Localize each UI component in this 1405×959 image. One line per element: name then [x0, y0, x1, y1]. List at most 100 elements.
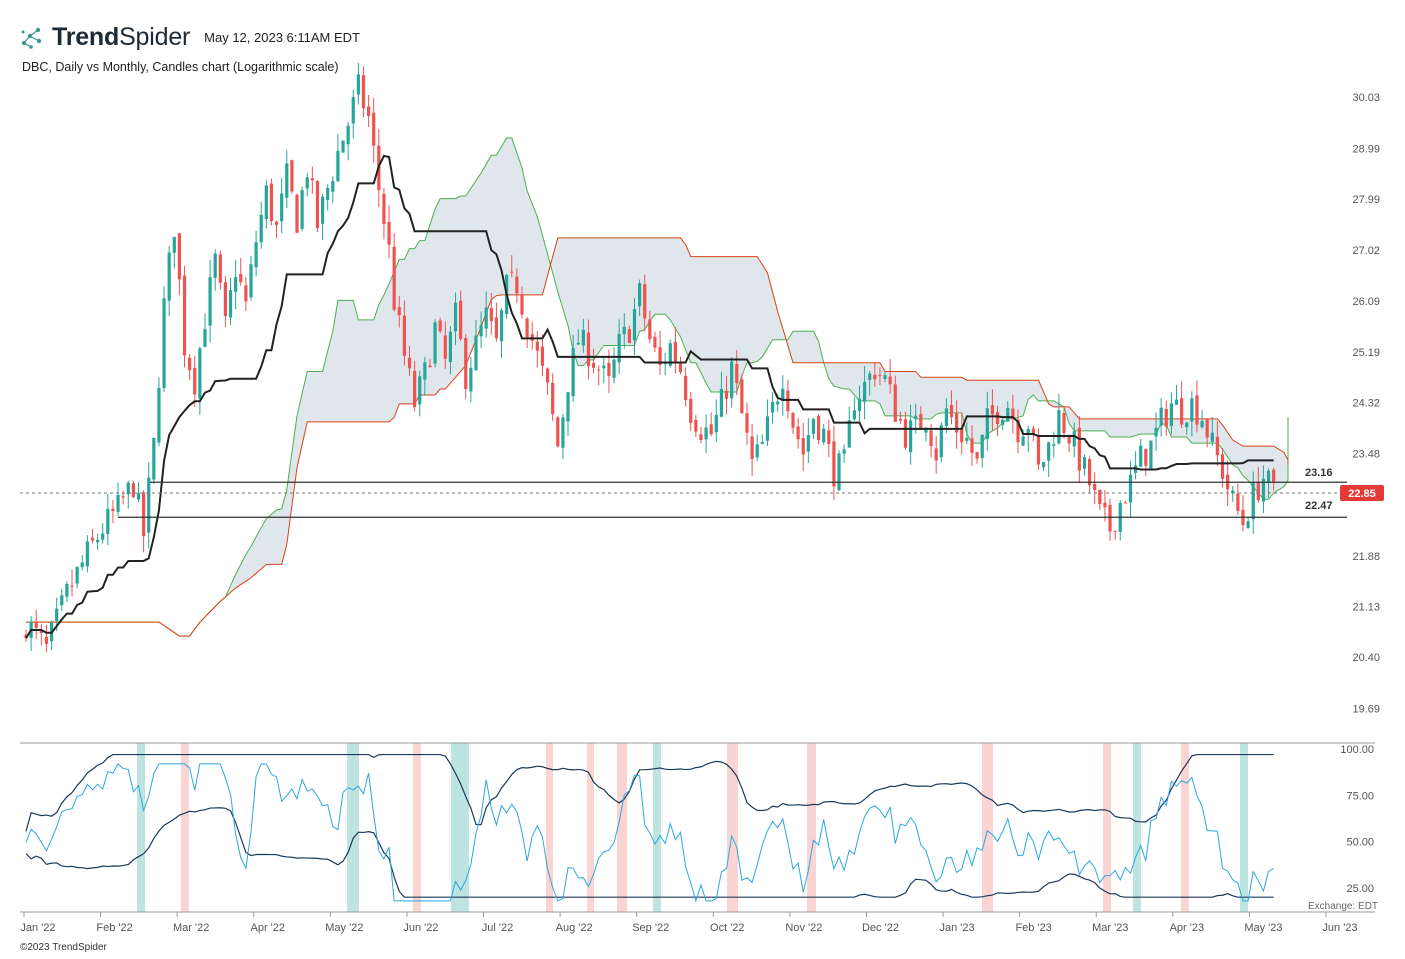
candle	[602, 356, 606, 384]
candle-body	[847, 420, 851, 448]
candle-body	[464, 338, 468, 389]
candle-body	[1011, 408, 1015, 420]
candle-body	[1108, 504, 1112, 532]
candle-body	[730, 361, 734, 399]
candle-body	[218, 254, 222, 283]
candle-body	[719, 389, 724, 417]
candle-body	[535, 341, 539, 351]
candle	[1205, 418, 1209, 448]
candle-body	[1006, 408, 1010, 422]
candle	[469, 357, 473, 403]
candle-body	[489, 308, 493, 321]
candle	[770, 392, 775, 424]
candle	[162, 286, 166, 393]
candle	[433, 319, 437, 368]
candle-body	[1200, 420, 1204, 428]
candle-body	[868, 373, 872, 380]
brand-logo: TrendSpider	[52, 22, 191, 51]
candle-body	[407, 357, 412, 369]
candle-body	[591, 363, 596, 368]
candle-body	[740, 379, 744, 414]
bullish-signal-band	[1240, 743, 1248, 912]
candle	[228, 277, 233, 325]
candle-body	[638, 283, 642, 307]
candle-body	[484, 307, 488, 329]
candle-body	[182, 275, 187, 356]
candle	[167, 246, 171, 317]
x-tick-label: Feb '23	[1015, 922, 1051, 934]
x-tick-label: May '23	[1244, 922, 1282, 934]
candle	[934, 435, 938, 474]
candle-body	[1098, 489, 1102, 505]
span-a-line	[26, 137, 1289, 637]
candle	[868, 370, 872, 396]
candle	[438, 317, 442, 334]
candle	[822, 423, 826, 445]
candle	[658, 330, 662, 375]
candle	[1087, 456, 1092, 493]
bullish-signal-band	[347, 743, 359, 912]
candle	[750, 424, 754, 477]
candle-body	[617, 333, 621, 363]
candle	[320, 193, 325, 240]
candle-body	[883, 375, 887, 379]
candle-body	[955, 413, 959, 433]
candle-body	[1231, 490, 1235, 494]
candle-body	[474, 335, 478, 371]
candle-body	[893, 384, 897, 422]
candle	[883, 372, 887, 383]
candle-body	[694, 419, 698, 432]
x-tick-label: Nov '22	[785, 922, 822, 934]
candle-body	[101, 533, 105, 540]
candle-body	[193, 367, 197, 395]
candle-body	[326, 188, 330, 200]
candle	[1118, 500, 1122, 541]
candle-body	[453, 302, 458, 332]
candle	[49, 620, 54, 651]
candle	[1093, 472, 1097, 505]
candle	[295, 193, 299, 234]
candle-body	[147, 477, 151, 533]
candle-body	[239, 273, 243, 283]
candle-body	[172, 236, 176, 253]
candle-body	[315, 181, 320, 228]
candle-body	[167, 252, 171, 301]
candle-body	[494, 317, 499, 339]
candle	[305, 173, 309, 197]
candle-body	[515, 276, 519, 294]
candle-body	[602, 365, 606, 369]
candle	[346, 121, 350, 161]
x-tick-label: Sep '22	[632, 922, 669, 934]
candle	[714, 399, 718, 443]
y-tick-label: 27.99	[1352, 194, 1380, 206]
candle	[673, 326, 677, 374]
y-tick-label: 21.88	[1352, 551, 1380, 563]
candle-body	[106, 508, 110, 534]
candle-body	[423, 362, 427, 380]
candle	[208, 260, 212, 343]
candle-body	[418, 376, 422, 405]
candle	[1077, 416, 1081, 484]
candle	[1261, 465, 1266, 514]
candle-body	[249, 264, 253, 298]
candle-body	[70, 585, 74, 587]
candle	[95, 533, 100, 550]
candle-body	[990, 405, 995, 415]
candle-body	[1256, 481, 1260, 501]
ichimoku-cloud	[26, 137, 1289, 637]
candle	[1128, 460, 1133, 518]
candle-body	[433, 322, 437, 364]
candle-body	[392, 246, 396, 310]
candle	[499, 307, 504, 358]
candle	[668, 339, 672, 368]
candle-body	[1210, 432, 1214, 442]
candle	[827, 419, 831, 458]
oscillator-line	[25, 763, 1274, 903]
candle	[218, 250, 222, 290]
y-tick-label: 24.32	[1352, 398, 1380, 410]
candle-body	[85, 541, 89, 567]
candle-body	[1036, 435, 1041, 465]
candle	[300, 186, 304, 232]
candle	[85, 535, 89, 573]
